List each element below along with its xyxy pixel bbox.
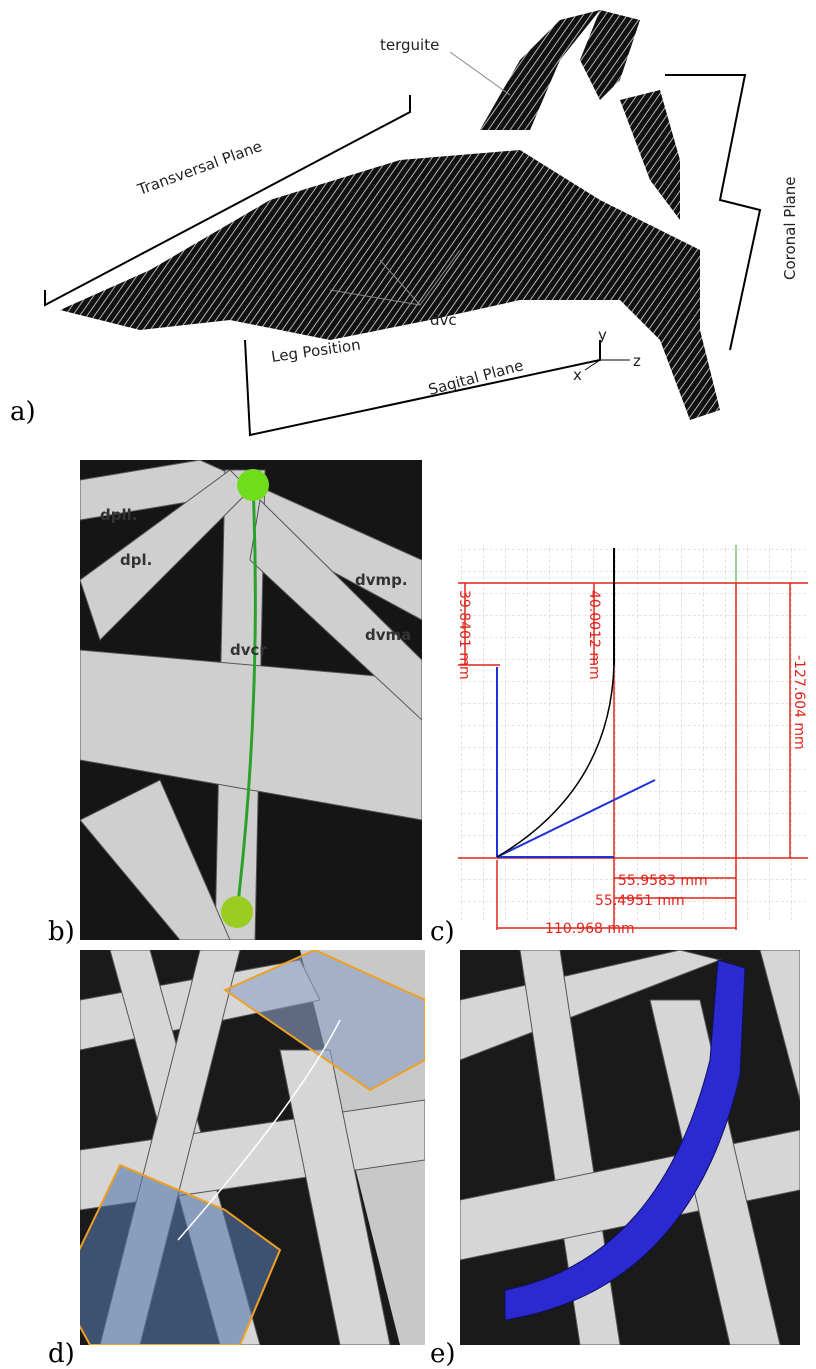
panel-d [60,950,425,1345]
annotation: dvc [430,311,457,329]
axis-label: y [598,326,607,344]
annotation: terguite [380,36,439,54]
axis-label: z [633,352,641,370]
panel-label: b) [48,917,75,947]
dimension-label: 55.9583 mm [618,873,708,889]
muscle-label: dpl. [120,551,152,569]
muscle-label: dvma [365,626,411,644]
dimension-label: 55.4951 mm [595,893,685,909]
dimension-label: 39.8401 mm [456,590,472,680]
figure: terguite Transversal Plane Coronal Plane… [0,0,816,1369]
panel-label: a) [10,397,36,427]
annotation: Sagital Plane [426,356,525,399]
panel-label: d) [48,1339,75,1369]
panel-a: terguite Transversal Plane Coronal Plane… [10,10,799,435]
panel-label: c) [430,917,455,947]
muscle-label: dvcr [230,641,267,659]
annotation: Coronal Plane [781,177,799,280]
dimension-label: 110.968 mm [545,921,635,937]
panel-b [80,460,422,940]
panel-c: 39.8401 mm 40.0012 mm -127.604 mm 55.958… [430,545,808,947]
dimension-label: 40.0012 mm [586,590,602,680]
axis-label: x [573,366,582,384]
muscle-label: dvmp. [355,571,408,589]
panel-label: e) [430,1339,456,1369]
muscle-label: dpll. [100,506,137,524]
annotation: Leg Position [270,336,362,366]
panel-e [460,950,800,1345]
dimension-label: -127.604 mm [791,655,807,750]
annotation: Transversal Plane [134,137,264,199]
